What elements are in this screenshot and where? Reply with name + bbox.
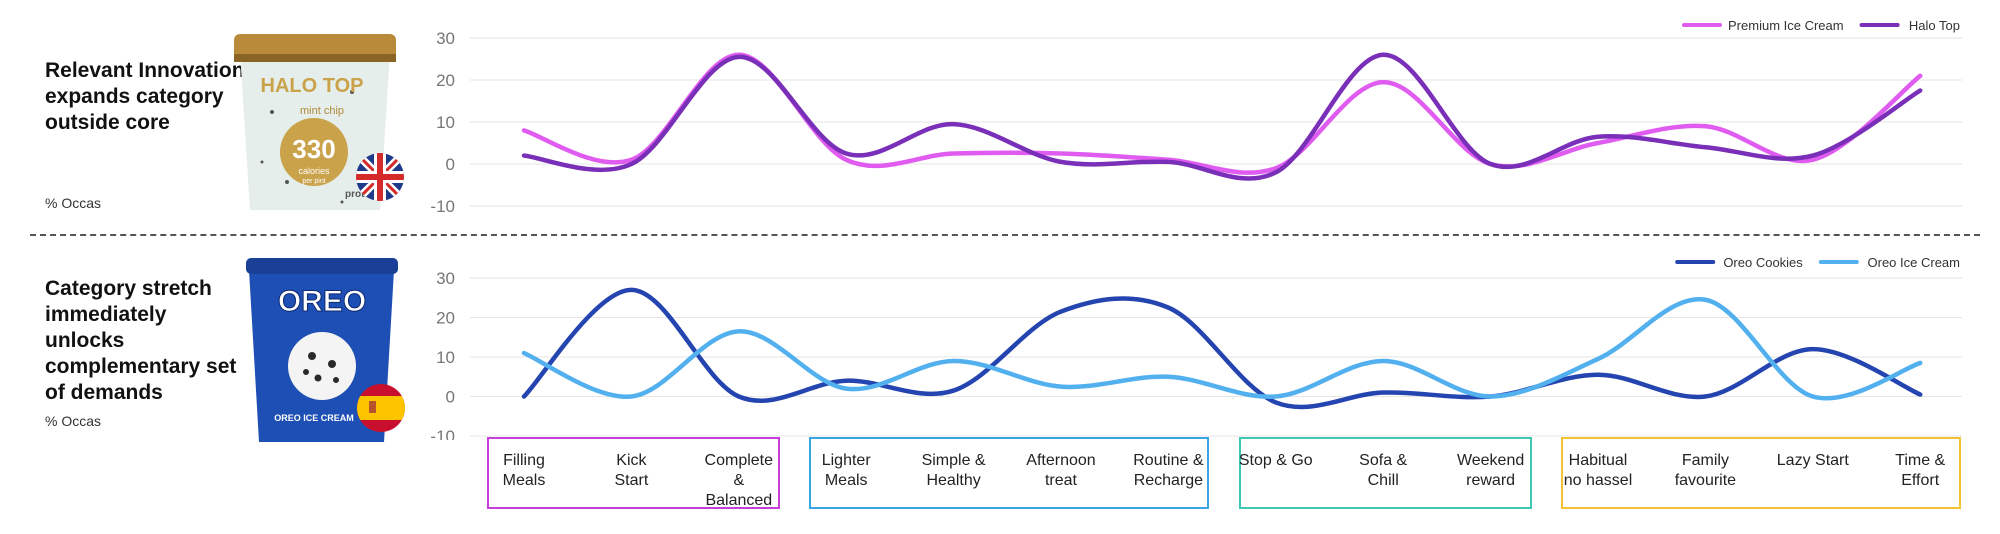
halo-top-flavor: mint chip — [300, 105, 344, 117]
category-label-line: Effort — [1901, 472, 1940, 489]
category-group-box — [1561, 437, 1962, 509]
y-tick-label: 30 — [436, 29, 455, 48]
oreo-cookies-vs-ice-cream-line-chart: 30 20 10 0 -10 Oreo Ice Cream Oreo Cookies — [430, 255, 1962, 440]
category-label-line: Meals — [502, 472, 546, 489]
category-group-box — [1238, 437, 1532, 509]
category-label-line: favourite — [1674, 472, 1737, 489]
category-label: Complete & Balanced — [684, 451, 794, 511]
category-label-line: Filling — [503, 452, 545, 469]
category-label-line: treat — [1044, 472, 1077, 489]
oreo-label: OREO ICE CREAM — [274, 413, 354, 423]
category-label-line: no hassel — [1563, 472, 1633, 489]
category-label: Family favourite — [1650, 451, 1760, 491]
category-label-line: Weekend — [1456, 452, 1525, 469]
spain-flag-icon — [357, 384, 405, 432]
category-label-line: Healthy — [926, 472, 981, 489]
legend-label: Oreo Cookies — [1723, 255, 1803, 270]
category-label-line: Kick — [616, 452, 647, 469]
category-label-line: Lazy Start — [1776, 452, 1849, 469]
premium-vs-halo-top-line-chart: 30 20 10 0 -10 Halo Top Premium Ice Cream — [430, 18, 1962, 216]
halo-top-calories-unit: calories — [298, 166, 330, 176]
category-label-line: & — [733, 472, 745, 489]
halo-top-calories: 330 — [292, 134, 335, 164]
series-line — [521, 287, 1923, 410]
panel-headline: Relevant Innovation expands category out… — [45, 59, 245, 134]
y-tick-label: 0 — [446, 388, 455, 407]
panel-subtitle: % Occas — [45, 195, 102, 211]
category-label-line: Recharge — [1133, 472, 1204, 489]
halo-top-brand: HALO TOP — [261, 75, 364, 97]
halo-top-badge: protein — [345, 189, 379, 200]
category-label: Kick Start — [576, 451, 686, 491]
category-label-line: Complete — [704, 452, 774, 469]
y-tick-label: 10 — [436, 348, 455, 367]
y-tick-label: 20 — [436, 71, 455, 90]
category-label-line: Simple & — [921, 452, 986, 469]
y-tick-label: 0 — [446, 155, 455, 174]
y-tick-label: 20 — [436, 309, 455, 328]
y-tick-label: 10 — [436, 113, 455, 132]
category-label-line: reward — [1466, 472, 1516, 489]
category-label: Routine & Recharge — [1113, 451, 1223, 491]
category-label: Stop & Go — [1221, 451, 1331, 471]
y-tick-label: -10 — [430, 197, 455, 216]
series-line — [521, 297, 1923, 401]
category-label-line: Start — [614, 472, 649, 489]
uk-flag-icon — [356, 153, 404, 201]
category-label-line: Habitual — [1568, 452, 1628, 469]
category-label: Lazy Start — [1758, 451, 1868, 471]
category-label: Sofa & Chill — [1328, 451, 1438, 491]
category-label-line: Routine & — [1133, 452, 1204, 469]
legend-label: Halo Top — [1909, 18, 1960, 33]
category-group-box — [487, 437, 780, 509]
category-label: Simple & Healthy — [899, 451, 1009, 491]
category-label-line: Stop & Go — [1238, 452, 1313, 469]
panel-subtitle: % Occas — [45, 413, 102, 429]
series-line — [521, 52, 1923, 181]
category-group-box — [809, 437, 1210, 509]
halo-top-pint-image: HALO TOP mint chip 330 calories per pint… — [232, 32, 407, 217]
category-label-line: Chill — [1367, 472, 1399, 489]
section-divider — [30, 234, 1980, 236]
category-label: Filling Meals — [469, 451, 579, 491]
category-label-line: Balanced — [705, 492, 773, 509]
category-label: Weekend reward — [1436, 451, 1546, 491]
oreo-brand: OREO — [278, 285, 366, 318]
oreo-ice-cream-tub-image: OREO OREO ICE CREAM — [244, 256, 409, 446]
category-label-line: Time & — [1895, 452, 1946, 469]
y-tick-label: -10 — [430, 427, 455, 440]
category-label: Afternoon treat — [1006, 451, 1116, 491]
legend-label: Premium Ice Cream — [1728, 18, 1844, 33]
category-label: Time & Effort — [1865, 451, 1975, 491]
category-label-line: Sofa & — [1359, 452, 1408, 469]
y-tick-label: 30 — [436, 269, 455, 288]
panel-headline: Category stretch immediately unlocks com… — [45, 277, 237, 404]
halo-top-per: per pint — [302, 178, 325, 185]
category-label-line: Meals — [824, 472, 868, 489]
category-label: Habitual no hassel — [1543, 451, 1653, 491]
category-label-line: Afternoon — [1026, 452, 1096, 469]
category-label-line: Lighter — [821, 452, 871, 469]
category-label-line: Family — [1681, 452, 1729, 469]
category-label: Lighter Meals — [791, 451, 901, 491]
legend-label: Oreo Ice Cream — [1868, 255, 1960, 270]
